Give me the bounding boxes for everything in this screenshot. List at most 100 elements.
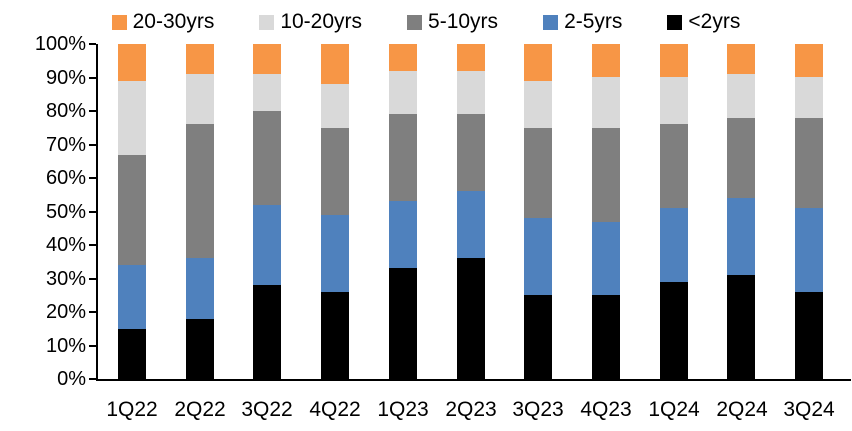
y-tick (89, 345, 96, 347)
bar-segment-5-10yrs (727, 118, 755, 198)
bar-segment-2-5yrs (795, 208, 823, 292)
y-tick-label: 90% (45, 67, 86, 89)
bar-segment-20-30yrs (389, 44, 417, 71)
bar-segment-5-10yrs (795, 118, 823, 208)
x-axis-line (96, 379, 851, 381)
bar-1Q23 (389, 44, 417, 379)
bar-segment-20-30yrs (660, 44, 688, 77)
x-category-label: 1Q22 (106, 398, 158, 421)
legend-swatch-icon (667, 14, 683, 30)
y-tick-label: 100% (34, 33, 86, 55)
y-tick-label: 60% (45, 167, 86, 189)
x-category-label: 1Q23 (377, 398, 429, 421)
legend-item: 5-10yrs (407, 10, 498, 34)
bar-segment-<2yrs (457, 258, 485, 379)
bar-segment-2-5yrs (118, 265, 146, 329)
legend-swatch-icon (111, 14, 127, 30)
legend-swatch-icon (407, 14, 423, 30)
bar-segment-10-20yrs (457, 71, 485, 114)
bar-1Q22 (118, 44, 146, 379)
bar-segment-<2yrs (118, 329, 146, 379)
bar-segment-<2yrs (592, 295, 620, 379)
bar-segment-20-30yrs (727, 44, 755, 74)
legend-swatch-icon (259, 14, 275, 30)
x-category-label: 4Q23 (580, 398, 632, 421)
bar-segment-5-10yrs (592, 128, 620, 222)
x-category-label: 3Q24 (783, 398, 835, 421)
x-category-label: 2Q23 (445, 398, 497, 421)
legend-label: 10-20yrs (280, 10, 363, 33)
bar-segment-2-5yrs (727, 198, 755, 275)
y-tick-label: 20% (45, 301, 86, 323)
bar-3Q23 (524, 44, 552, 379)
bar-segment-<2yrs (727, 275, 755, 379)
legend-label: 2-5yrs (564, 10, 623, 33)
legend-label: <2yrs (688, 10, 741, 33)
bar-segment-20-30yrs (118, 44, 146, 81)
y-tick (89, 110, 96, 112)
y-tick-label: 30% (45, 268, 86, 290)
bar-segment-2-5yrs (524, 218, 552, 295)
bar-segment-20-30yrs (524, 44, 552, 81)
bar-2Q22 (186, 44, 214, 379)
x-category-label: 2Q24 (716, 398, 768, 421)
bar-segment-20-30yrs (457, 44, 485, 71)
legend-swatch-icon (543, 14, 559, 30)
y-axis-line (96, 44, 98, 381)
bar-segment-10-20yrs (389, 71, 417, 114)
y-tick-label: 80% (45, 100, 86, 122)
y-tick-label: 0% (57, 368, 86, 390)
bar-2Q24 (727, 44, 755, 379)
bar-segment-<2yrs (321, 292, 349, 379)
bar-segment-20-30yrs (253, 44, 281, 74)
bar-segment-20-30yrs (321, 44, 349, 84)
bar-segment-<2yrs (186, 319, 214, 379)
legend-item: 2-5yrs (543, 10, 622, 34)
bar-3Q24 (795, 44, 823, 379)
y-tick (89, 311, 96, 313)
bar-segment-5-10yrs (389, 114, 417, 201)
bar-segment-10-20yrs (727, 74, 755, 118)
bar-segment-<2yrs (660, 282, 688, 379)
bar-segment-<2yrs (253, 285, 281, 379)
bar-segment-<2yrs (389, 268, 417, 379)
bar-segment-<2yrs (795, 292, 823, 379)
bar-segment-10-20yrs (253, 74, 281, 111)
bar-segment-10-20yrs (524, 81, 552, 128)
y-tick (89, 77, 96, 79)
chart-legend: 20-30yrs 10-20yrs 5-10yrs 2-5yrs <2yrs (0, 10, 852, 34)
bar-segment-5-10yrs (457, 114, 485, 191)
bar-segment-10-20yrs (592, 77, 620, 128)
legend-label: 5-10yrs (428, 10, 499, 33)
legend-item: 10-20yrs (259, 10, 362, 34)
x-category-label: 1Q24 (648, 398, 700, 421)
bar-segment-2-5yrs (660, 208, 688, 282)
bar-segment-20-30yrs (592, 44, 620, 77)
bar-segment-5-10yrs (118, 155, 146, 265)
bar-segment-20-30yrs (186, 44, 214, 74)
bar-segment-5-10yrs (524, 128, 552, 218)
bar-2Q23 (457, 44, 485, 379)
bar-segment-5-10yrs (186, 124, 214, 258)
y-tick (89, 144, 96, 146)
bar-segment-2-5yrs (592, 222, 620, 295)
x-category-label: 3Q22 (241, 398, 293, 421)
bar-segment-<2yrs (524, 295, 552, 379)
bar-4Q23 (592, 44, 620, 379)
bar-segment-10-20yrs (118, 81, 146, 155)
bar-segment-2-5yrs (457, 191, 485, 258)
bar-segment-2-5yrs (321, 215, 349, 292)
y-tick (89, 43, 96, 45)
bar-segment-2-5yrs (186, 258, 214, 319)
y-tick-label: 50% (45, 201, 86, 223)
bar-3Q22 (253, 44, 281, 379)
y-tick (89, 244, 96, 246)
y-tick (89, 211, 96, 213)
bar-segment-5-10yrs (253, 111, 281, 205)
bar-segment-2-5yrs (253, 205, 281, 285)
bar-segment-2-5yrs (389, 201, 417, 268)
legend-item: 20-30yrs (111, 10, 214, 34)
bar-segment-5-10yrs (660, 124, 688, 208)
x-category-label: 4Q22 (309, 398, 361, 421)
